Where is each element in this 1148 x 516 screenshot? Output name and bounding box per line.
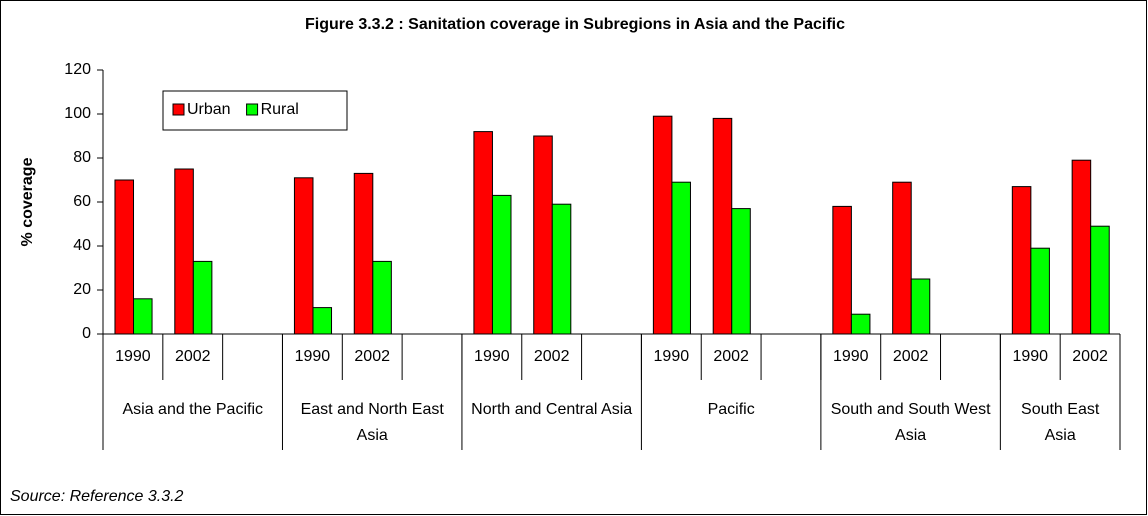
bar: [372, 260, 392, 335]
x-tick-label: 1990: [295, 348, 331, 365]
group-label: East and North East Asia: [300, 401, 444, 444]
bar: [114, 179, 135, 335]
legend-label: Rural: [261, 101, 299, 118]
x-tick-label: 1990: [474, 348, 510, 365]
x-tick-label: 2002: [893, 348, 929, 365]
bar: [473, 131, 493, 335]
x-tick-label: 1990: [654, 348, 690, 365]
bar: [1071, 159, 1092, 335]
y-tick-label: 60: [73, 193, 91, 210]
x-tick-label: 1990: [115, 348, 151, 365]
bar: [1011, 186, 1032, 335]
x-tick-label: 2002: [713, 348, 749, 365]
bar: [491, 194, 512, 335]
x-tick-label: 2002: [175, 348, 211, 365]
x-tick-label: 2002: [354, 348, 390, 365]
legend-label: Urban: [187, 101, 231, 118]
bar: [892, 181, 912, 335]
y-tick-label: 0: [82, 325, 91, 342]
bar: [133, 298, 153, 335]
bar: [192, 260, 213, 335]
x-tick-label: 1990: [1012, 348, 1048, 365]
y-tick-label: 120: [64, 61, 91, 78]
bar: [712, 117, 733, 335]
y-tick-label: 80: [73, 149, 91, 166]
group-label: Asia and the Pacific: [122, 401, 263, 418]
bar: [353, 172, 374, 335]
bar: [293, 177, 314, 335]
group-label: South East Asia: [1021, 401, 1100, 444]
x-tick-label: 1990: [833, 348, 869, 365]
bar: [731, 208, 751, 335]
bar: [533, 135, 553, 335]
group-label: South and South West Asia: [830, 401, 991, 444]
y-tick-label: 100: [64, 105, 91, 122]
legend-swatch: [246, 103, 259, 116]
x-tick-label: 2002: [1072, 348, 1108, 365]
source: Source: Reference 3.3.2: [10, 488, 184, 505]
y-tick-label: 20: [73, 281, 91, 298]
bar: [551, 203, 572, 335]
group-label: North and Central Asia: [471, 401, 633, 418]
y-tick-label: 40: [73, 237, 91, 254]
bar: [832, 205, 852, 335]
bar: [671, 181, 691, 335]
bar: [850, 313, 871, 335]
bar: [1090, 225, 1110, 335]
group-label: Pacific: [707, 401, 755, 418]
bar: [652, 115, 673, 335]
y-axis-label: % coverage: [19, 157, 36, 246]
bar: [910, 278, 931, 335]
bar: [312, 307, 333, 335]
bar: [1030, 247, 1050, 335]
bar: [174, 168, 194, 335]
x-tick-label: 2002: [534, 348, 570, 365]
legend-swatch: [172, 103, 185, 116]
chart-title: Figure 3.3.2 : Sanitation coverage in Su…: [305, 16, 845, 33]
